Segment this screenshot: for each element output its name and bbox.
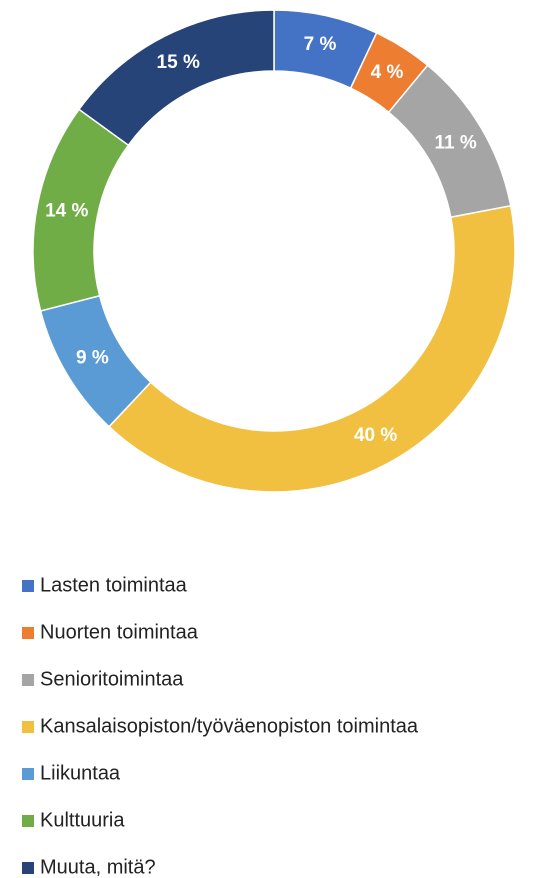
- legend-swatch: [22, 862, 34, 874]
- legend-swatch: [22, 721, 34, 733]
- legend-swatch: [22, 815, 34, 827]
- donut-segment: [77, 9, 275, 147]
- legend-swatch: [22, 674, 34, 686]
- data-label: 40 %: [354, 425, 397, 446]
- legend-swatch: [22, 580, 34, 592]
- data-label: 11 %: [434, 133, 476, 154]
- donut-segment: [107, 204, 516, 493]
- data-label: 15 %: [157, 52, 200, 73]
- data-label: 4 %: [371, 62, 404, 83]
- data-label: 7 %: [304, 34, 337, 55]
- data-label: 14 %: [45, 200, 88, 221]
- legend-swatch: [22, 627, 34, 639]
- legend-label: Lasten toimintaa: [40, 574, 188, 596]
- legend-label: Muuta, mitä?: [40, 856, 156, 878]
- legend-label: Liikuntaa: [40, 762, 121, 784]
- legend-label: Nuorten toimintaa: [40, 621, 199, 643]
- legend-label: Kulttuuria: [40, 809, 125, 831]
- legend-label: Kansalaisopiston/työväenopiston toiminta…: [40, 715, 419, 737]
- legend-swatch: [22, 768, 34, 780]
- legend-label: Senioritoimintaa: [40, 668, 184, 690]
- data-label: 9 %: [76, 347, 109, 368]
